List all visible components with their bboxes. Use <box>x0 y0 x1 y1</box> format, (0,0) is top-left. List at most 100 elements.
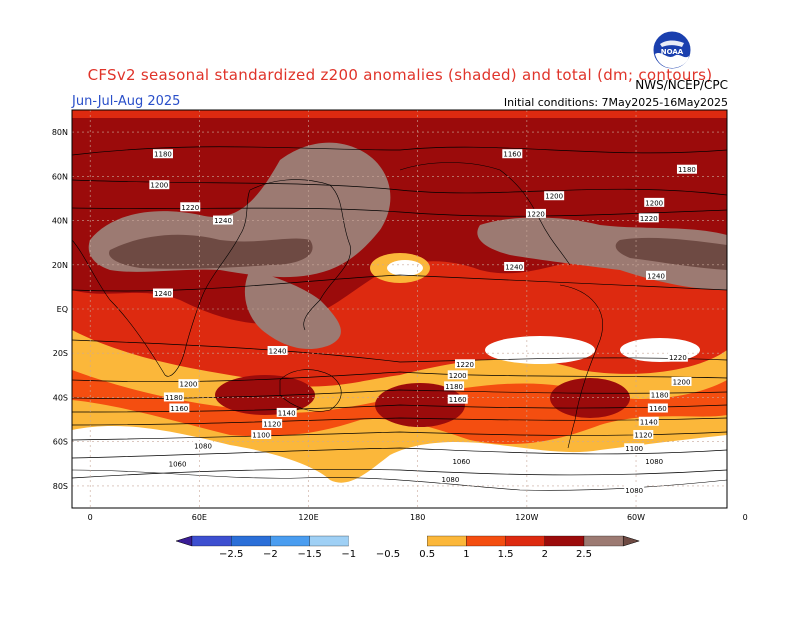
contour-label: 1180 <box>444 381 465 391</box>
colorbar-segment <box>191 535 232 547</box>
contour-label-box <box>624 485 645 495</box>
coastline-australia <box>279 369 342 412</box>
contour-label-text: 1080 <box>645 458 663 466</box>
longitude-labels: 0 60E 120E 180 120W 60W 0 <box>88 513 748 522</box>
contour-label-box <box>444 381 465 391</box>
contour-label-text: 1200 <box>449 372 467 380</box>
coastline-europe-africa <box>72 189 251 377</box>
contour-line <box>72 417 727 426</box>
contour-label-box <box>152 149 173 159</box>
contour-label: 1120 <box>633 430 654 440</box>
latitude-label: 60S <box>53 438 68 447</box>
noaa-logo: NOAA <box>652 30 692 70</box>
contour-label-box <box>262 418 283 428</box>
contour-label: 1180 <box>649 390 670 400</box>
contour-label-box <box>638 416 659 426</box>
colorbar-arrow-high <box>622 535 641 547</box>
longitude-label: 120W <box>515 513 538 522</box>
colorbar-segment <box>231 535 271 547</box>
season-label: Jun-Jul-Aug 2025 <box>72 94 181 109</box>
contour-line <box>72 179 727 196</box>
contour-label: 1160 <box>502 149 523 159</box>
contour-label-box <box>451 456 472 466</box>
contour-label-box <box>213 215 234 225</box>
map-frame <box>71 109 728 509</box>
longitude-label: 180 <box>410 513 425 522</box>
anomaly-patch-sam-white <box>485 336 595 364</box>
contour-label-box <box>633 430 654 440</box>
contour-label: 1140 <box>638 416 659 426</box>
contour-label-box <box>676 164 697 174</box>
colorbar-tick-label: −2 <box>263 549 278 560</box>
contour-label-box <box>504 261 525 271</box>
contour-label: 1240 <box>267 346 288 356</box>
svg-text:NOAA: NOAA <box>661 48 684 56</box>
contour-label-text: 1140 <box>640 418 658 426</box>
contour-label-text: 1160 <box>503 151 521 159</box>
contour-label-box <box>638 213 659 223</box>
contour-line <box>72 468 727 479</box>
contour-label-text: 1160 <box>449 396 467 404</box>
contour-label-text: 1120 <box>263 420 281 428</box>
contour-label-text: 1180 <box>154 151 172 159</box>
contour-label-text: 1080 <box>442 476 460 484</box>
contour-label: 1080 <box>624 485 645 495</box>
contour-label-text: 1080 <box>625 487 643 495</box>
contour-label-box <box>180 202 201 212</box>
initial-conditions-label: Initial conditions: 7May2025-16May2025 <box>503 96 728 109</box>
colorbar-segment <box>388 536 428 546</box>
contour-label: 1180 <box>676 164 697 174</box>
contour-label-text: 1080 <box>194 443 212 451</box>
contour-label-text: 1060 <box>169 460 187 468</box>
contour-label-box <box>251 430 272 440</box>
contour-label: 1160 <box>647 403 668 413</box>
longitude-label: 60W <box>627 513 645 522</box>
contour-label: 1200 <box>644 197 665 207</box>
contour-label-box <box>667 352 688 362</box>
contour-label-text: 1160 <box>649 405 667 413</box>
colorbar-segment <box>270 535 310 547</box>
longitude-label: 0 <box>743 513 748 522</box>
colorbar-tick-label: −2.5 <box>219 549 243 560</box>
contour-label-box <box>169 403 190 413</box>
contour-label: 1120 <box>262 418 283 428</box>
anomaly-lobe-satlantic <box>550 378 630 418</box>
contour-label: 1180 <box>163 392 184 402</box>
longitude-label: 120E <box>298 513 318 522</box>
contour-label: 1200 <box>544 191 565 201</box>
latitude-label: 80N <box>52 128 68 137</box>
colorbar-segment <box>505 535 545 547</box>
contour-label: 1200 <box>149 180 170 190</box>
contour-label-box <box>644 197 665 207</box>
contour-label: 1080 <box>644 456 665 466</box>
anomaly-blob-brown-mideast <box>244 270 341 350</box>
contour-label-box <box>647 403 668 413</box>
contour-label-text: 1240 <box>214 217 232 225</box>
contour-label: 1160 <box>169 403 190 413</box>
contour-label: 1060 <box>451 456 472 466</box>
contour-label: 1240 <box>646 270 667 280</box>
colorbar-tick-label: −0.5 <box>376 549 400 560</box>
contour-label-box <box>455 359 475 369</box>
longitude-label: 0 <box>88 513 93 522</box>
latitude-label: 40N <box>52 217 68 226</box>
contour-label-text: 1240 <box>269 348 287 356</box>
contour-label: 1220 <box>667 352 688 362</box>
contour-line <box>72 389 727 399</box>
contour-label-text: 1060 <box>452 458 470 466</box>
contour-label-text: 1120 <box>634 432 652 440</box>
contour-label: 1220 <box>180 202 201 212</box>
contour-label-box <box>525 208 546 218</box>
colorbar-tick-label: 2 <box>542 549 548 560</box>
anomaly-patch-pacific-white <box>387 260 423 276</box>
contour-label-text: 1100 <box>252 432 270 440</box>
colorbar-tick-label: −1 <box>341 549 356 560</box>
contour-label-text: 1200 <box>180 381 198 389</box>
contour-label-box <box>671 376 692 386</box>
colorbar-tick-label: −1.5 <box>297 549 321 560</box>
contour-label-text: 1220 <box>640 215 658 223</box>
contour-label-box <box>447 370 468 380</box>
coastline-north-america <box>399 162 571 266</box>
latitude-label: 20S <box>53 349 68 358</box>
